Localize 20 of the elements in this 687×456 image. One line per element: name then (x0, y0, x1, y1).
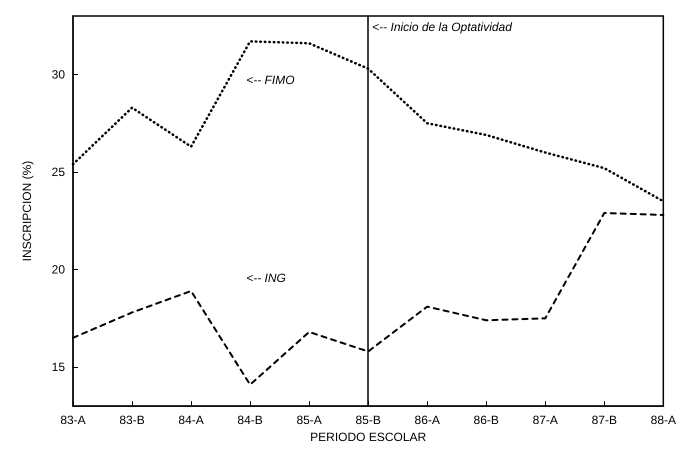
annotation: <-- ING (246, 271, 286, 285)
x-tick-label: 86-A (414, 413, 440, 428)
x-tick-label: 88-A (650, 413, 676, 428)
x-tick-label: 86-B (474, 413, 499, 428)
y-tick-label: 15 (52, 360, 66, 374)
y-tick-label: 20 (52, 262, 66, 277)
annotation: <-- FIMO (246, 73, 295, 87)
y-axis-title: INSCRIPCION (%) (20, 160, 34, 262)
y-tick-label: 25 (52, 165, 66, 180)
x-axis-title: PERIODO ESCOLAR (310, 430, 427, 444)
x-tick-label: 83-A (60, 413, 86, 428)
x-tick-label: 87-B (592, 413, 617, 428)
x-tick-label: 83-B (119, 413, 145, 428)
x-tick-label: 87-A (532, 413, 558, 428)
x-tick-label: 84-B (237, 413, 263, 428)
y-tick-label: 30 (52, 68, 66, 82)
ref-line-label: <-- Inicio de la Optatividad (372, 20, 512, 34)
x-tick-label: 85-B (355, 413, 381, 428)
x-tick-label: 84-A (178, 413, 204, 428)
x-tick-label: 85-A (296, 413, 322, 428)
